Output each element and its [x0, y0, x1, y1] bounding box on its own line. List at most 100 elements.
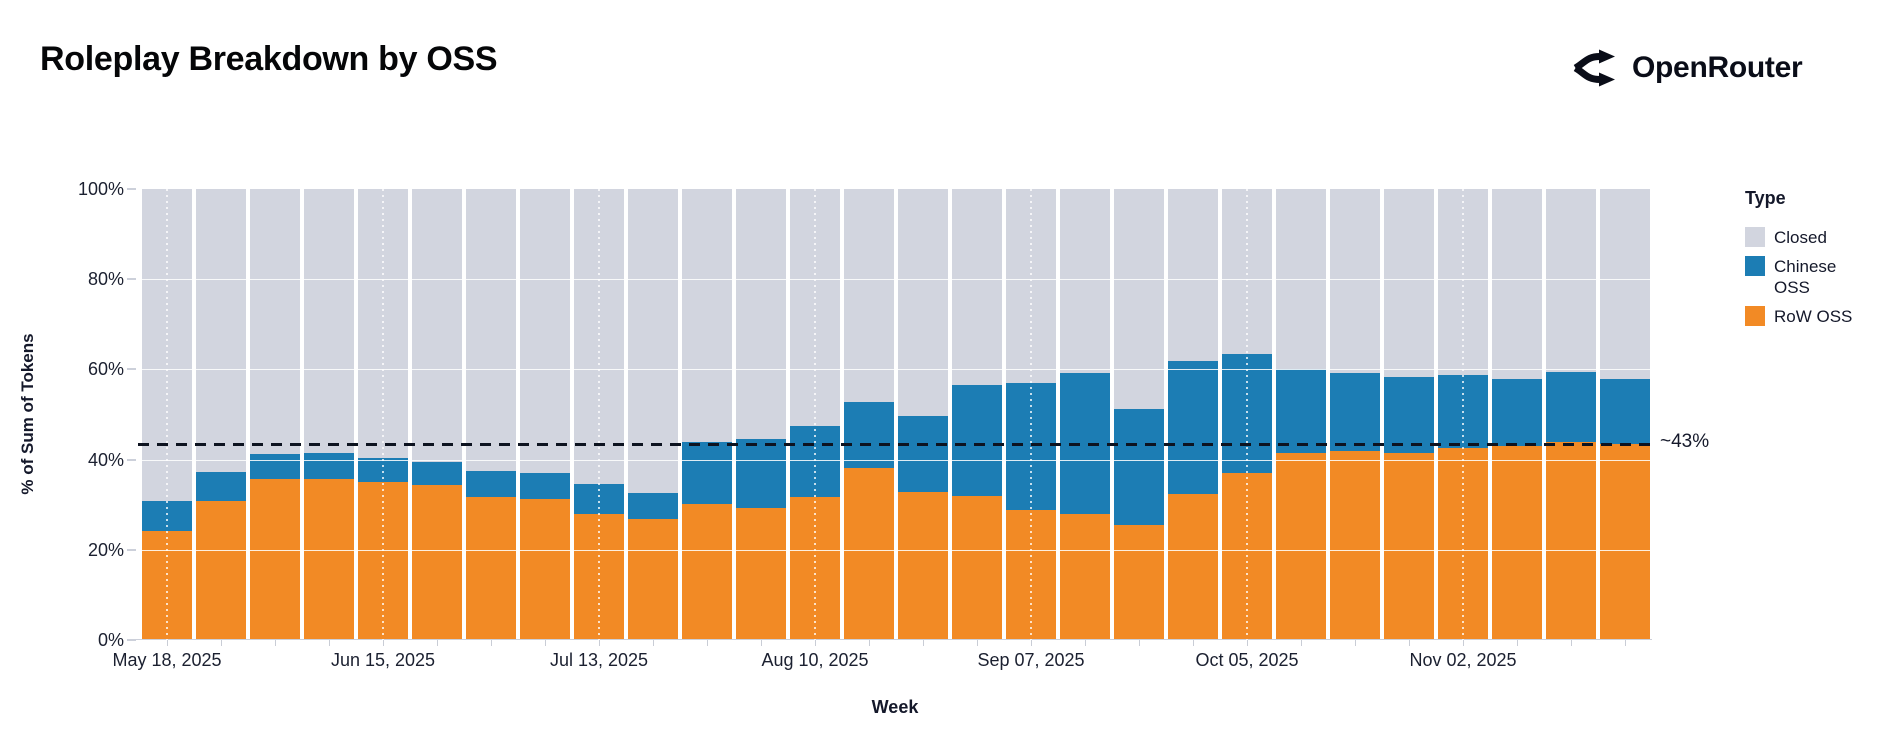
bar-segment-row-oss[interactable] [1276, 453, 1326, 640]
bar-segment-closed[interactable] [250, 189, 300, 455]
x-tick [1031, 640, 1032, 646]
bar-segment-closed[interactable] [1060, 189, 1110, 374]
bar-segment-chinese-oss[interactable] [520, 473, 570, 500]
bar-segment-row-oss[interactable] [628, 518, 678, 640]
x-tick [815, 640, 816, 646]
bar-jul-27-2025[interactable] [682, 189, 732, 640]
bar-oct-26-2025[interactable] [1384, 189, 1434, 640]
x-tick [1355, 640, 1356, 646]
bar-segment-chinese-oss[interactable] [1384, 376, 1434, 454]
bar-segment-row-oss[interactable] [304, 478, 354, 640]
bar-segment-row-oss[interactable] [196, 500, 246, 640]
bar-segment-row-oss[interactable] [1546, 442, 1596, 640]
legend-entry-row-oss[interactable]: RoW OSS [1745, 306, 1870, 327]
bar-segment-chinese-oss[interactable] [412, 462, 462, 485]
bar-segment-chinese-oss[interactable] [952, 385, 1002, 496]
bar-aug-03-2025[interactable] [736, 189, 786, 640]
y-tick [127, 368, 136, 371]
bar-segment-closed[interactable] [412, 189, 462, 463]
bar-sep-21-2025[interactable] [1114, 189, 1164, 640]
bar-segment-closed[interactable] [1114, 189, 1164, 410]
bar-segment-chinese-oss[interactable] [1600, 379, 1650, 445]
bar-nov-16-2025[interactable] [1546, 189, 1596, 640]
bar-segment-closed[interactable] [628, 189, 678, 493]
bar-segment-closed[interactable] [844, 189, 894, 402]
bar-oct-19-2025[interactable] [1330, 189, 1380, 640]
bar-segment-chinese-oss[interactable] [466, 470, 516, 497]
bar-segment-row-oss[interactable] [412, 484, 462, 640]
bar-segment-chinese-oss[interactable] [1114, 409, 1164, 525]
bar-segment-closed[interactable] [466, 189, 516, 471]
bar-segment-chinese-oss[interactable] [898, 416, 948, 492]
bar-oct-12-2025[interactable] [1276, 189, 1326, 640]
bar-jun-08-2025[interactable] [304, 189, 354, 640]
bar-segment-closed[interactable] [1384, 189, 1434, 377]
bar-jun-22-2025[interactable] [412, 189, 462, 640]
bar-segment-closed[interactable] [1492, 189, 1542, 380]
bar-segment-closed[interactable] [1600, 189, 1650, 380]
bar-segment-chinese-oss[interactable] [1330, 372, 1380, 452]
bar-segment-row-oss[interactable] [1600, 444, 1650, 640]
bar-segment-closed[interactable] [682, 189, 732, 443]
bar-segment-row-oss[interactable] [520, 499, 570, 640]
bar-segment-closed[interactable] [1330, 189, 1380, 373]
bar-segment-row-oss[interactable] [952, 495, 1002, 640]
bar-aug-31-2025[interactable] [952, 189, 1002, 640]
bar-segment-chinese-oss[interactable] [736, 439, 786, 509]
bar-segment-chinese-oss[interactable] [1276, 369, 1326, 454]
legend-entry-closed[interactable]: Closed [1745, 227, 1870, 248]
x-tick [761, 640, 762, 646]
bar-segment-chinese-oss[interactable] [1546, 371, 1596, 443]
bar-segment-chinese-oss[interactable] [304, 453, 354, 479]
bar-jun-29-2025[interactable] [466, 189, 516, 640]
legend-title: Type [1745, 188, 1786, 208]
x-tick [923, 640, 924, 646]
x-tick [869, 640, 870, 646]
bar-jul-06-2025[interactable] [520, 189, 570, 640]
y-tick [127, 278, 136, 281]
gridline-v [1462, 189, 1464, 640]
gridline-v [1246, 189, 1248, 640]
bar-segment-chinese-oss[interactable] [844, 401, 894, 468]
bar-segment-closed[interactable] [304, 189, 354, 454]
bar-segment-closed[interactable] [520, 189, 570, 474]
bar-segment-chinese-oss[interactable] [682, 442, 732, 505]
bar-segment-closed[interactable] [1168, 189, 1218, 361]
x-tick [1517, 640, 1518, 646]
bar-segment-closed[interactable] [196, 189, 246, 473]
bar-sep-14-2025[interactable] [1060, 189, 1110, 640]
bar-aug-17-2025[interactable] [844, 189, 894, 640]
bar-segment-closed[interactable] [736, 189, 786, 440]
bar-segment-row-oss[interactable] [736, 508, 786, 640]
bar-segment-row-oss[interactable] [1060, 514, 1110, 640]
bar-segment-row-oss[interactable] [1114, 525, 1164, 640]
bar-segment-closed[interactable] [952, 189, 1002, 386]
bar-nov-23-2025[interactable] [1600, 189, 1650, 640]
bar-segment-closed[interactable] [1546, 189, 1596, 372]
bar-segment-closed[interactable] [898, 189, 948, 417]
bar-may-25-2025[interactable] [196, 189, 246, 640]
bar-segment-chinese-oss[interactable] [1168, 360, 1218, 495]
bar-nov-09-2025[interactable] [1492, 189, 1542, 640]
bar-segment-chinese-oss[interactable] [628, 492, 678, 519]
x-tick [599, 640, 600, 646]
bar-segment-chinese-oss[interactable] [1492, 379, 1542, 446]
bar-segment-row-oss[interactable] [1384, 453, 1434, 640]
reference-line [138, 442, 1652, 446]
bar-segment-row-oss[interactable] [1168, 494, 1218, 640]
bar-jul-20-2025[interactable] [628, 189, 678, 640]
x-tick [977, 640, 978, 646]
bar-aug-24-2025[interactable] [898, 189, 948, 640]
bar-segment-row-oss[interactable] [250, 479, 300, 640]
bar-sep-28-2025[interactable] [1168, 189, 1218, 640]
bar-segment-row-oss[interactable] [682, 504, 732, 640]
bar-segment-chinese-oss[interactable] [250, 454, 300, 479]
bar-segment-row-oss[interactable] [1492, 445, 1542, 640]
bar-segment-row-oss[interactable] [1330, 451, 1380, 640]
bar-segment-chinese-oss[interactable] [196, 472, 246, 501]
bar-jun-01-2025[interactable] [250, 189, 300, 640]
bar-segment-row-oss[interactable] [844, 467, 894, 640]
bar-segment-row-oss[interactable] [466, 496, 516, 640]
legend-entry-chinese-oss[interactable]: Chinese OSS [1745, 256, 1870, 298]
bar-segment-row-oss[interactable] [898, 491, 948, 640]
